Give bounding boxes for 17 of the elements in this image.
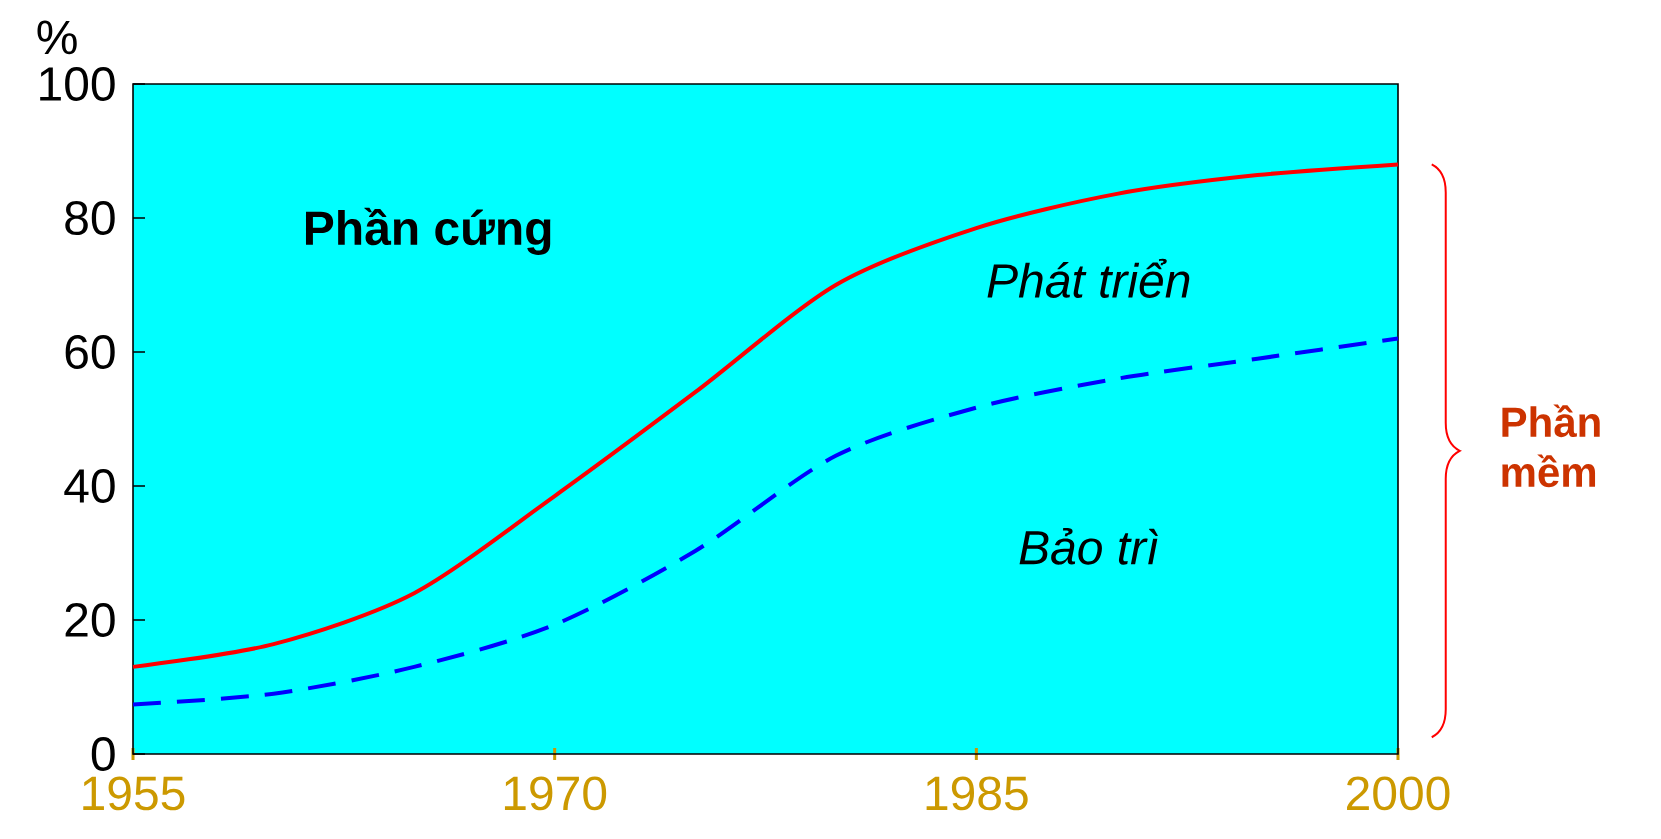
y-tick-label: 40 (64, 469, 115, 503)
text: Phần mềm (1502, 404, 1600, 488)
y-tick-label: 60 (65, 335, 115, 369)
y-tick-label: 100 (40, 67, 115, 101)
line-series (131, 336, 1400, 707)
y-axis-title: % (37, 20, 77, 55)
y-tick-label: 80 (65, 201, 115, 235)
annotation: Phát triển (987, 258, 1190, 298)
y-tick-label: 0 (91, 737, 115, 771)
x-tick-label: 1985 (926, 776, 1028, 811)
annotation: Bảo trì (1019, 527, 1158, 565)
y-tick-label: 20 (65, 603, 115, 637)
annotation: Phần cứng (305, 207, 551, 255)
x-tick-label: 2000 (1347, 776, 1450, 811)
x-tick-label: 1970 (504, 776, 607, 811)
x-tick-label: 1955 (83, 776, 185, 811)
line-series (131, 162, 1400, 669)
